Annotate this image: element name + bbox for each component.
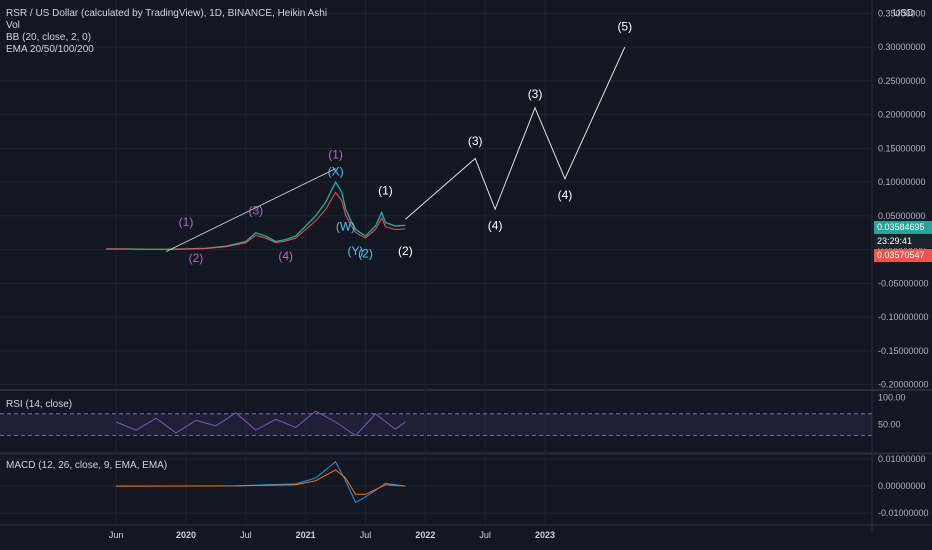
y-tick-label: 0.35000000 <box>878 8 926 18</box>
indicator-bb[interactable]: BB (20, close, 2, 0) <box>6 32 92 43</box>
symbol-title[interactable]: RSR / US Dollar (calculated by TradingVi… <box>6 8 328 19</box>
y-tick-label: 0.15000000 <box>878 143 926 153</box>
wave-label: (1) <box>378 183 393 197</box>
rsi-line <box>116 410 406 437</box>
y-tick-label: -0.10000000 <box>878 312 929 322</box>
y-tick-label: -0.15000000 <box>878 346 929 356</box>
wave-label: (4) <box>558 188 573 202</box>
elliott-projection-line <box>405 46 626 220</box>
macd-tick-label: 0.00000000 <box>878 481 926 491</box>
macd-tick-label: -0.01000000 <box>878 508 929 518</box>
wave-label: (Y) <box>348 244 364 258</box>
macd-pane-label[interactable]: MACD (12, 26, close, 9, EMA, EMA) <box>6 460 168 471</box>
x-tick-label: 2022 <box>415 530 435 540</box>
y-tick-label: 0.30000000 <box>878 42 926 52</box>
rsi-pane-label[interactable]: RSI (14, close) <box>6 399 73 410</box>
x-tick-label: 2020 <box>176 530 196 540</box>
wave-label: (2) <box>189 251 204 265</box>
wave-label: (1) <box>328 148 343 162</box>
wave-label: (4) <box>278 249 293 263</box>
wave-label: (2) <box>398 244 413 258</box>
indicator-ema[interactable]: EMA 20/50/100/200 <box>6 44 94 55</box>
x-tick-label: Jul <box>240 530 252 540</box>
y-tick-label: 0.20000000 <box>878 110 926 120</box>
wave-label: (X) <box>328 164 344 178</box>
prev-price-value: 0.03570547 <box>877 250 925 260</box>
wave-label: (4) <box>488 218 503 232</box>
chart-legend: RSR / US Dollar (calculated by TradingVi… <box>6 8 327 56</box>
y-tick-label: -0.20000000 <box>878 380 929 390</box>
y-tick-label: 0.10000000 <box>878 177 926 187</box>
prev-price-badge: 0.03570547 <box>874 249 932 262</box>
wave-trendline <box>165 168 336 253</box>
rsi-tick-label: 100.00 <box>878 392 906 402</box>
y-tick-label: 0.05000000 <box>878 211 926 221</box>
x-tick-label: 2021 <box>296 530 316 540</box>
wave-label: (3) <box>528 87 543 101</box>
wave-label: (3) <box>468 134 483 148</box>
signal-line <box>116 469 406 495</box>
wave-label: (W) <box>336 220 355 234</box>
wave-label: (1) <box>179 215 194 229</box>
currency-label: USD <box>893 8 915 19</box>
y-tick-label: 0.25000000 <box>878 76 926 86</box>
x-tick-label: Jun <box>109 530 124 540</box>
x-tick-label: Jul <box>479 530 491 540</box>
wave-label: (2) <box>358 247 373 261</box>
x-tick-label: 2023 <box>535 530 555 540</box>
y-tick-label: -0.05000000 <box>878 278 929 288</box>
x-tick-label: Jul <box>360 530 372 540</box>
macd-tick-label: 0.01000000 <box>878 454 926 464</box>
rsi-tick-label: 50.00 <box>878 420 901 430</box>
wave-label: (5) <box>617 19 632 33</box>
ema-line <box>106 191 406 250</box>
last-price-badge: 0.03584695 <box>874 221 932 234</box>
wave-label: (3) <box>248 204 263 218</box>
last-price-value: 0.03584695 <box>877 222 925 232</box>
countdown-value: 23:29:41 <box>877 236 913 246</box>
rsi-band <box>0 413 872 436</box>
indicator-vol[interactable]: Vol <box>6 20 20 31</box>
countdown-badge: 23:29:41 <box>874 235 932 248</box>
